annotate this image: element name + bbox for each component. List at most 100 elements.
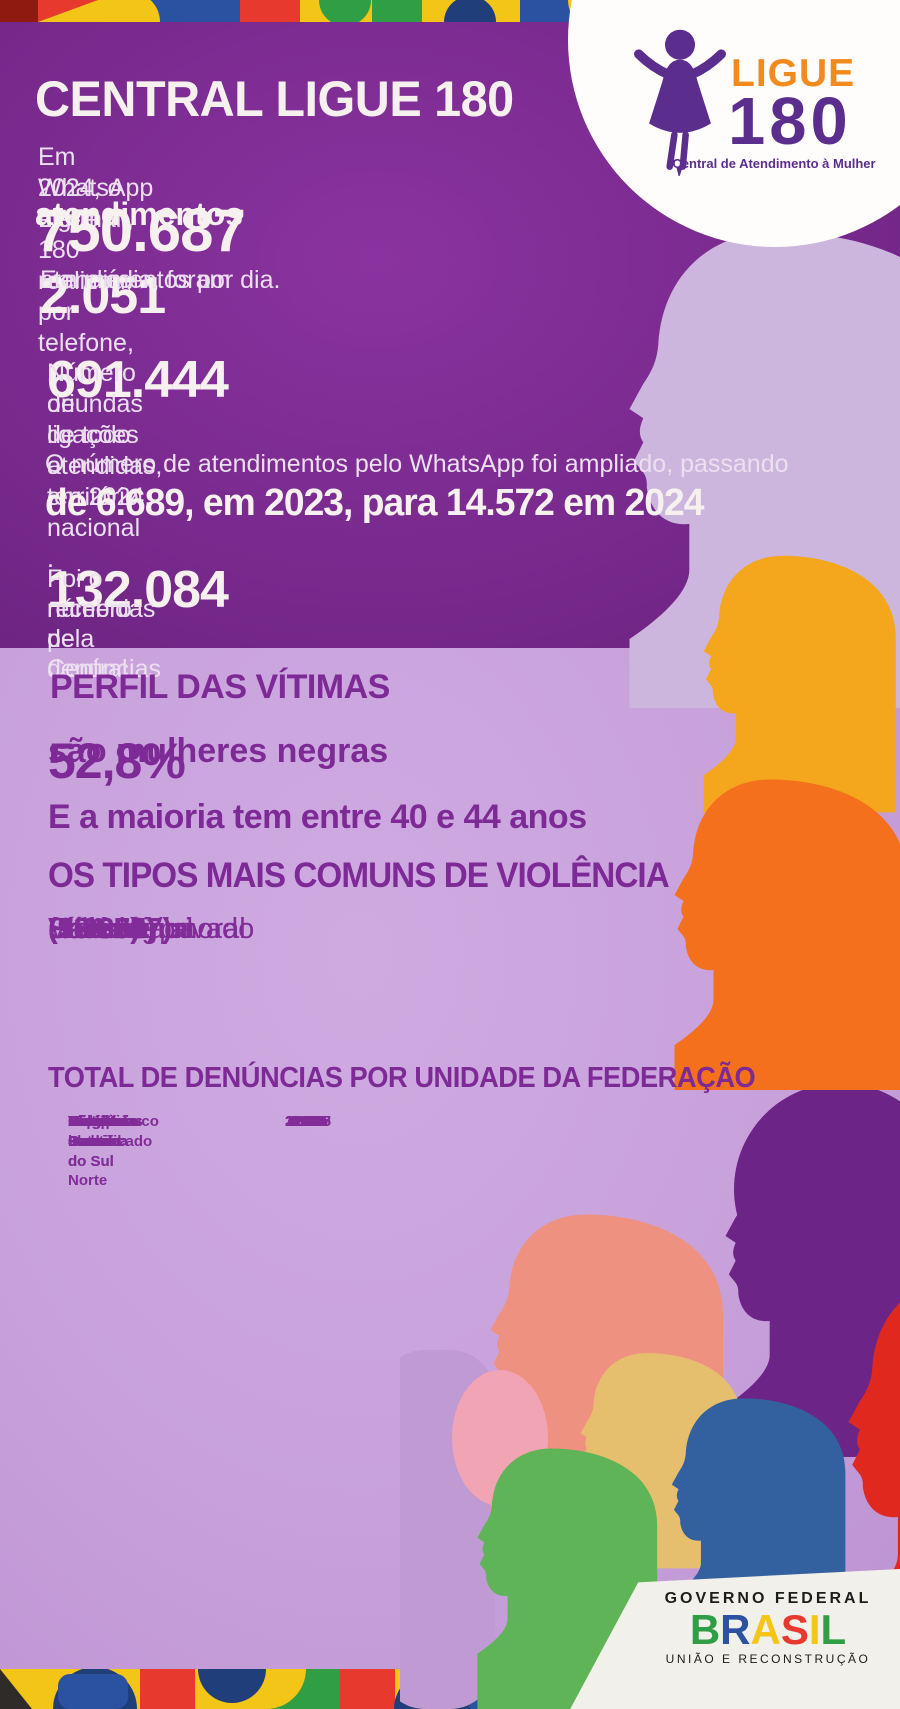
table-cell-value: 4.029 (289, 1113, 327, 1130)
brasil-logo-letter: S (780, 1606, 809, 1653)
calls-desc-line2: oriundas de todo o território nacional . (47, 390, 143, 573)
table-cell-value: 31.227 (285, 1113, 331, 1130)
table-cell-value: 6.153 (289, 1113, 327, 1130)
uniao-reconstrucao-label: UNIÃO E RECONSTRUÇÃO (665, 1652, 871, 1667)
violence-type-label: Sexual (48, 913, 137, 945)
brasil-logo-letter: L (820, 1606, 847, 1653)
table-cell-state: Distrito Federal (68, 1113, 122, 1150)
table-cell-value: 1.999 (289, 1113, 327, 1130)
table-cell-value: 1.574 (289, 1113, 327, 1130)
reports-desc-line1: Foi o número de denúncias (47, 565, 161, 683)
table-cell-value: 4.422 (289, 1113, 327, 1130)
table-cell-value: 606 (295, 1113, 321, 1130)
governo-federal-logo: GOVERNO FEDERAL BRASIL UNIÃO E RECONSTRU… (640, 1590, 896, 1666)
table-cell-value: 1.531 (289, 1113, 327, 1130)
table-cell-state: Roraima (68, 1113, 129, 1130)
violence-type-value: (19.095) (48, 913, 157, 945)
table-cell-state: Sergipe (68, 1113, 124, 1130)
intro-line2: WhatsApp e e-mail, (38, 174, 154, 233)
table-cell-state: Piauí (68, 1113, 104, 1130)
violence-types-heading: OS TIPOS MAIS COMUNS DE VIOLÊNCIA (48, 856, 670, 895)
whatsapp-growth-line2: de 6.689, em 2023, para 14.572 em 2024 (45, 482, 704, 524)
violence-type-value: (9.180) (48, 913, 140, 945)
calls-desc-line1: Número de ligações atendidas, em 2024, (47, 359, 163, 511)
total-attendances-label: atendimentos (35, 196, 244, 232)
table-cell-value: 1.509 (289, 1113, 327, 1130)
brasil-logo-letter: A (750, 1606, 781, 1653)
whatsapp-growth-line1: O número de atendimentos pelo WhatsApp f… (45, 450, 789, 478)
table-cell-state: Rio Grande do Sul (68, 1113, 121, 1170)
violence-type-label: Violência moral (48, 913, 246, 945)
intro-line1: Em 2024, o Ligue 180 realizou, por telef… (38, 143, 134, 357)
woman-figure-icon (634, 29, 726, 176)
brasil-logo-letter: I (808, 1606, 821, 1653)
violence-type-value: (101.007) (48, 913, 173, 945)
table-cell-state: Rondônia (68, 1113, 138, 1130)
table-cell-value: 1.172 (289, 1113, 327, 1130)
violence-type-value: (10.203) (48, 913, 157, 945)
violence-type-value: (78.651) (48, 913, 157, 945)
violence-type-value: (3.027) (48, 913, 140, 945)
brasil-logo: BRASIL (640, 1606, 896, 1653)
logo-180-text: 180 (728, 84, 852, 159)
table-cell-state: Minas Gerais (68, 1113, 115, 1150)
daily-number: 2.051 (40, 267, 166, 325)
table-cell-value: 9.090 (289, 1113, 327, 1130)
table-cell-state: Espírito Santo (68, 1113, 124, 1150)
table-cell-value: 3.537 (289, 1113, 327, 1130)
daily-suffix: atendimentos por dia. (40, 266, 281, 294)
table-cell-state: Amazonas (68, 1113, 144, 1130)
table-cell-state: São Paulo (68, 1113, 109, 1150)
table-cell-value: 1.580 (289, 1113, 327, 1130)
logo-tagline: Central de Atendimento à Mulher (672, 156, 876, 171)
table-cell-state: Rio de Janeiro (68, 1113, 122, 1150)
table-cell-value: 4.503 (289, 1113, 327, 1130)
table-cell-state: Santa Catarina (68, 1113, 129, 1150)
page-title: CENTRAL LIGUE 180 (35, 71, 514, 127)
table-cell-value: 4.609 (289, 1113, 327, 1130)
reports-desc-line2: recebidas pela Central (47, 595, 156, 683)
table-cell-state: Paraná (68, 1113, 119, 1130)
black-women-percent: 52,8% (48, 733, 186, 789)
table-cell-value: 220 (295, 1113, 321, 1130)
violence-type-label: Cárcere privado (48, 913, 255, 945)
violence-type-label: Psicológica (48, 913, 195, 945)
table-cell-state: Tocantins (68, 1113, 138, 1130)
table-cell-value: 331 (295, 1113, 321, 1130)
table-cell-state: Acre (68, 1113, 102, 1130)
table-cell-state: Paraíba (68, 1113, 123, 1130)
logo-ligue-text: LIGUE (731, 52, 856, 95)
table-cell-value: 630 (295, 1113, 321, 1130)
table-cell-state: Bahia (68, 1113, 109, 1130)
table-heading: TOTAL DE DENÚNCIAS POR UNIDADE DA FEDERA… (48, 1062, 756, 1094)
daily-prefix: Em média, foram (40, 266, 231, 294)
table-cell-state: Mato Grosso do Sul (68, 1113, 121, 1170)
violence-type-label: Física (48, 913, 126, 945)
table-cell-value: 2.923 (289, 1113, 327, 1130)
table-cell-state: Rio Grande do Norte (68, 1113, 121, 1190)
table-cell-value: 1.725 (289, 1113, 327, 1130)
table-cell-state: Pernambuco (68, 1113, 159, 1130)
table-cell-state: Alagoas (68, 1113, 127, 1130)
table-cell-state: Não identificado (68, 1113, 153, 1150)
table-cell-value: 2.479 (289, 1113, 327, 1130)
violence-type-label: Patrimonial (48, 913, 194, 945)
black-women-label: são mulheres negras (48, 732, 389, 770)
table-cell-value: 2.833 (289, 1113, 327, 1130)
table-cell-state: Amapá (68, 1113, 119, 1130)
calls-number: 691.444 (47, 351, 229, 409)
table-cell-state: Goiás (68, 1113, 110, 1130)
reports-number: 132.084 (47, 561, 229, 619)
table-cell-value: 3.383 (289, 1113, 327, 1130)
table-cell-value: 12.815 (285, 1113, 331, 1130)
total-attendances-number: 750.687 (35, 197, 246, 264)
table-cell-state: Maranhão (68, 1113, 139, 1130)
table-cell-state: Mato Grosso (68, 1113, 121, 1150)
brasil-logo-letter: B (689, 1606, 721, 1653)
age-range-line: E a maioria tem entre 40 e 44 anos (48, 798, 587, 836)
table-cell-state: Pará (68, 1113, 101, 1130)
table-cell-value: 384 (295, 1113, 321, 1130)
table-cell-state: Ceará (68, 1113, 110, 1130)
table-cell-value: 2.670 (289, 1113, 327, 1130)
